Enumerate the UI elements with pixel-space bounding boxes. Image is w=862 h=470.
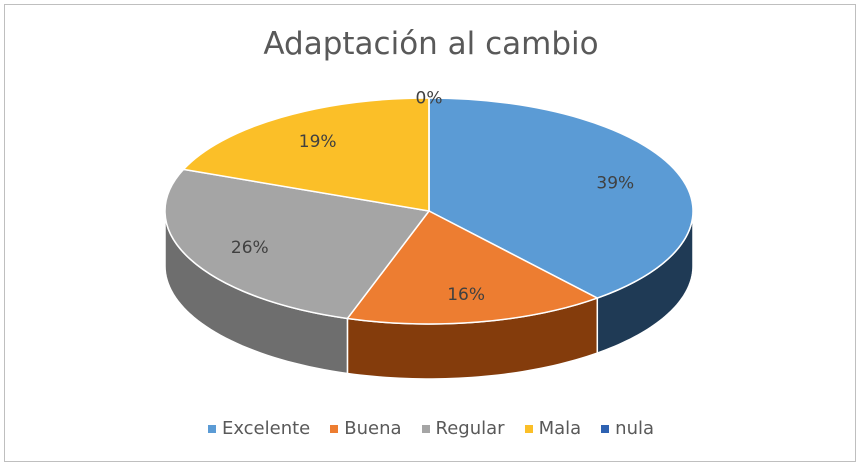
legend-swatch xyxy=(207,424,216,433)
legend-item-excelente: Excelente xyxy=(207,418,311,439)
legend-swatch xyxy=(601,424,610,433)
legend-item-regular: Regular xyxy=(421,418,505,439)
data-label-regular: 26% xyxy=(231,238,269,258)
legend-label: Mala xyxy=(538,418,582,439)
legend-label: nula xyxy=(615,418,655,439)
chart-legend: Excelente Buena Regular Mala nula xyxy=(0,418,862,439)
data-label-mala: 19% xyxy=(299,132,337,152)
legend-item-mala: Mala xyxy=(524,418,582,439)
pie-slice-mala xyxy=(182,97,430,212)
legend-label: Excelente xyxy=(221,418,311,439)
pie-data-labels: 39% 16% 26% 19% 0% xyxy=(231,89,634,306)
legend-label: Regular xyxy=(435,418,505,439)
pie-slices xyxy=(164,97,694,325)
legend-swatch xyxy=(524,424,533,433)
data-label-nula: 0% xyxy=(416,89,443,109)
legend-item-buena: Buena xyxy=(330,418,402,439)
data-label-buena: 16% xyxy=(447,285,485,305)
legend-label: Buena xyxy=(344,418,402,439)
data-label-excelente: 39% xyxy=(596,173,634,193)
pie-slice-buena xyxy=(346,210,600,325)
chart-title: Adaptación al cambio xyxy=(263,26,599,62)
legend-item-nula: nula xyxy=(601,418,654,439)
pie-slice-regular xyxy=(164,168,431,320)
pie-slice-excelente xyxy=(428,97,694,299)
legend-swatch xyxy=(421,424,430,433)
legend-swatch xyxy=(330,424,339,433)
pie-sides xyxy=(164,210,694,380)
